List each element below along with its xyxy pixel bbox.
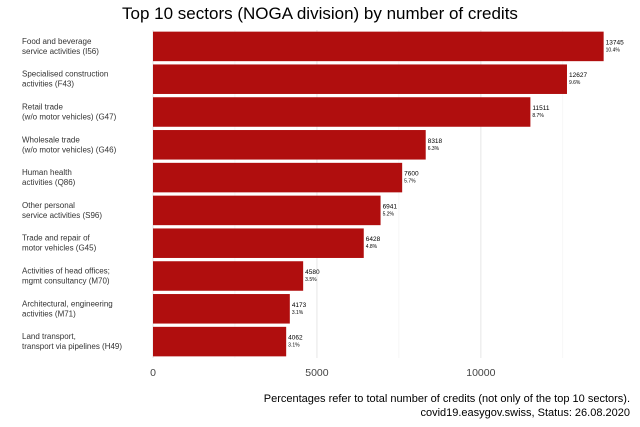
bar-layer xyxy=(153,31,604,357)
category-label: Retail trade (w/o motor vehicles) (G47) xyxy=(22,103,117,122)
value-label: 8318 xyxy=(428,138,443,145)
value-label: 12627 xyxy=(569,72,587,79)
category-label: Human health activities (Q86) xyxy=(22,168,76,187)
bar xyxy=(153,64,567,94)
percent-label: 9.6% xyxy=(569,80,581,86)
value-label: 7600 xyxy=(404,171,419,178)
value-label: 4580 xyxy=(305,269,320,276)
value-label: 6941 xyxy=(383,203,398,210)
category-label: Other personal service activities (S96) xyxy=(22,201,102,220)
chart-title: Top 10 sectors (NOGA division) by number… xyxy=(122,4,518,23)
label-layer: Food and beverage service activities (I56… xyxy=(22,37,624,351)
value-label: 13745 xyxy=(606,39,624,46)
category-label: Land transport, transport via pipelines (… xyxy=(22,332,122,351)
bar xyxy=(153,97,531,127)
percent-label: 6.3% xyxy=(428,146,440,152)
value-label: 6428 xyxy=(366,236,381,243)
bar xyxy=(153,162,403,193)
bar xyxy=(153,261,304,291)
category-label: Specialised construction activities (F43) xyxy=(22,70,108,89)
category-label: Trade and repair of motor vehicles (G45) xyxy=(22,234,97,253)
percent-label: 3.1% xyxy=(288,343,300,349)
category-label: Activities of head offices; mgmt consulta… xyxy=(22,267,110,286)
percent-label: 8.7% xyxy=(532,113,544,119)
value-label: 4173 xyxy=(292,302,307,309)
bar xyxy=(153,228,364,258)
percent-label: 4.8% xyxy=(366,244,378,250)
bar xyxy=(153,31,604,62)
caption-note: Percentages refer to total number of cre… xyxy=(263,393,630,405)
x-tick-label: 5000 xyxy=(305,367,329,379)
category-label: Food and beverage service activities (I56… xyxy=(22,37,99,56)
percent-label: 5.7% xyxy=(404,179,416,185)
percent-label: 10.4% xyxy=(606,47,621,53)
percent-label: 5.2% xyxy=(383,211,395,217)
value-label: 4062 xyxy=(288,335,303,342)
bar xyxy=(153,195,381,226)
x-tick-label: 10000 xyxy=(466,367,495,379)
x-tick-label: 0 xyxy=(150,367,156,379)
category-label: Wholesale trade (w/o motor vehicles) (G46… xyxy=(22,135,117,154)
bar xyxy=(153,294,290,324)
percent-label: 3.5% xyxy=(305,277,317,283)
bar xyxy=(153,326,287,357)
value-label: 11511 xyxy=(532,105,549,112)
category-label: Architectural, engineering activities (M7… xyxy=(22,299,113,318)
bar xyxy=(153,130,426,160)
percent-label: 3.1% xyxy=(292,310,304,316)
x-axis: 0 5000 10000 xyxy=(150,367,496,379)
caption-source: covid19.easygov.swiss, Status: 26.08.202… xyxy=(420,407,630,419)
